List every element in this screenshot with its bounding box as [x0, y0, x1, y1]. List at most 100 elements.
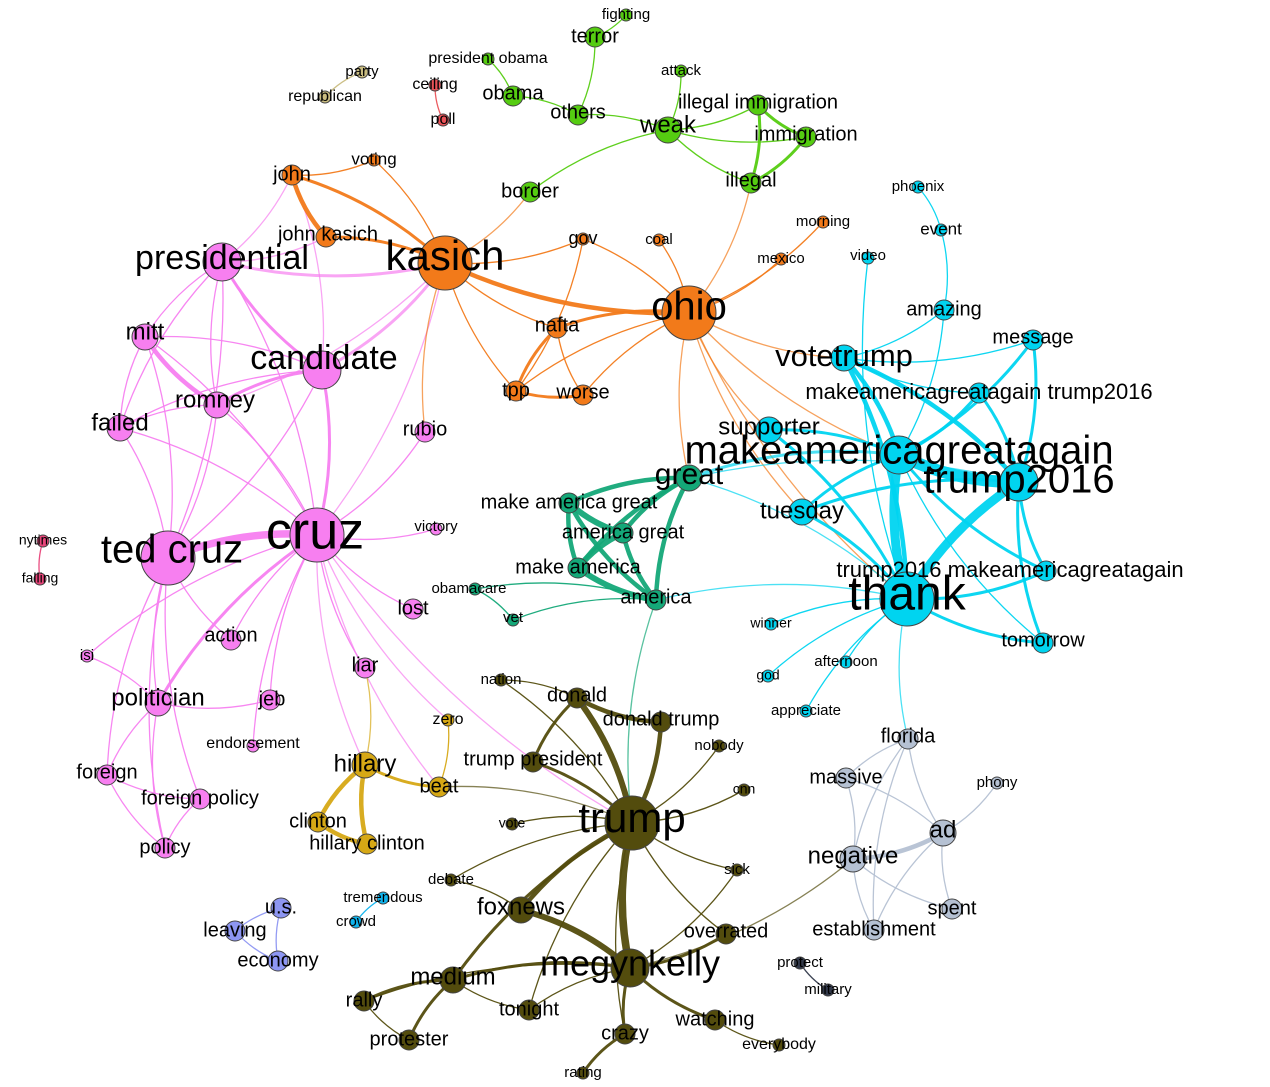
node-thank — [879, 571, 935, 627]
node-nation — [494, 673, 508, 687]
node-label-obama: obama — [482, 82, 544, 104]
node-label-morning: morning — [796, 213, 850, 230]
node-falling — [33, 572, 47, 586]
node-foxnews — [507, 896, 535, 924]
edge-weak-immigration — [667, 129, 807, 143]
edge-presidential-kasich — [220, 260, 447, 278]
edge-votetrump-message — [843, 339, 1034, 363]
node-illegal — [740, 172, 762, 194]
node-event — [934, 223, 948, 237]
node-label-terror: terror — [571, 25, 619, 47]
node-negative — [839, 845, 867, 873]
edge-presidential-failed — [119, 261, 223, 429]
node-liar — [354, 657, 376, 679]
node-label-watching: watching — [675, 1008, 755, 1030]
edge-cruz-trump — [316, 534, 633, 824]
node-label-protester: protester — [370, 1028, 449, 1050]
node-label-tremendous: tremendous — [343, 889, 422, 906]
node-republican — [318, 90, 332, 104]
node-tpp — [505, 380, 527, 402]
node-military — [821, 983, 835, 997]
node-foreign_policy — [189, 788, 211, 810]
node-label-winner: winner — [749, 615, 792, 631]
edge-cruz-failed — [119, 427, 318, 536]
node-coal — [652, 233, 666, 247]
node-kasich — [417, 235, 473, 291]
node-phoenix — [911, 180, 925, 194]
node-tremendous — [376, 891, 390, 905]
node-label-kasich: kasich — [385, 232, 504, 279]
node-politician — [144, 689, 172, 717]
node-nobody — [712, 739, 726, 753]
node-label-donald_trump: donald trump — [603, 708, 720, 730]
node-label-afternoon: afternoon — [814, 653, 877, 670]
node-votetrump — [830, 344, 858, 372]
node-label-makeamericagreatagain: makeamericagreatagain — [684, 429, 1113, 473]
node-trump_president — [522, 751, 544, 773]
node-foreign — [96, 764, 118, 786]
node-label-cruz: cruz — [266, 503, 364, 561]
node-label-tuesday: tuesday — [760, 497, 844, 524]
node-amazing — [933, 299, 955, 321]
edge-cruz-mitt — [144, 336, 318, 536]
edge-trump-medium — [451, 821, 634, 982]
node-candidate — [302, 350, 342, 390]
node-donald_trump — [650, 711, 672, 733]
node-label-zero: zero — [432, 711, 463, 728]
node-megynkelly — [610, 948, 650, 988]
node-label-victory: victory — [414, 518, 458, 535]
node-tonight — [518, 999, 540, 1021]
node-label-negative: negative — [808, 842, 899, 869]
node-others — [567, 104, 589, 126]
node-establishment — [863, 919, 885, 941]
edge-great-america — [653, 475, 692, 603]
edge-kasich-ohio — [442, 260, 692, 316]
node-label-gov: gov — [568, 228, 597, 248]
node-trump — [604, 795, 660, 851]
node-worse — [572, 384, 594, 406]
node-failed — [106, 414, 134, 442]
node-label-god: god — [756, 667, 779, 683]
node-label-protect: protect — [777, 954, 824, 971]
node-leaving — [224, 920, 246, 942]
edge-romney-kasich — [216, 262, 446, 406]
node-mexico — [774, 252, 788, 266]
node-layer — [33, 8, 1057, 1080]
node-zero — [441, 713, 455, 727]
node-label-nation: nation — [481, 671, 522, 688]
node-nytimes — [36, 534, 50, 548]
node-rating — [576, 1066, 590, 1080]
node-label-trump2016: trump2016 — [923, 458, 1114, 502]
node-label-vet: vet — [503, 609, 524, 626]
node-label-others: others — [550, 101, 606, 123]
node-america_great — [612, 522, 634, 544]
node-label-rally: rally — [346, 989, 383, 1011]
node-label-donald: donald — [547, 684, 607, 706]
node-label-crazy: crazy — [601, 1022, 649, 1044]
node-clinton — [307, 811, 329, 833]
node-medium — [439, 966, 467, 994]
node-immigration — [795, 126, 817, 148]
node-vote — [505, 817, 519, 831]
node-label-amazing: amazing — [906, 298, 982, 320]
node-label-trump_president: trump president — [464, 748, 603, 770]
node-label-cnn: cnn — [733, 781, 756, 797]
node-label-candidate: candidate — [250, 339, 397, 377]
edge-thank-america — [655, 583, 908, 601]
node-isi — [80, 649, 94, 663]
node-debate — [444, 873, 458, 887]
node-message — [1022, 329, 1044, 351]
node-everybody — [772, 1038, 786, 1052]
node-tuesday — [788, 498, 816, 526]
edge-make_america_great-america — [566, 500, 659, 603]
edge-thank-votetrump — [841, 355, 910, 602]
node-policy — [154, 837, 176, 859]
node-label-event: event — [920, 219, 962, 238]
node-label-nafta: nafta — [535, 314, 580, 336]
node-attack — [674, 64, 688, 78]
node-label-tomorrow: tomorrow — [1001, 629, 1085, 651]
node-label-establishment: establishment — [812, 918, 936, 940]
node-terror — [584, 26, 606, 48]
node-jeb — [259, 689, 281, 711]
